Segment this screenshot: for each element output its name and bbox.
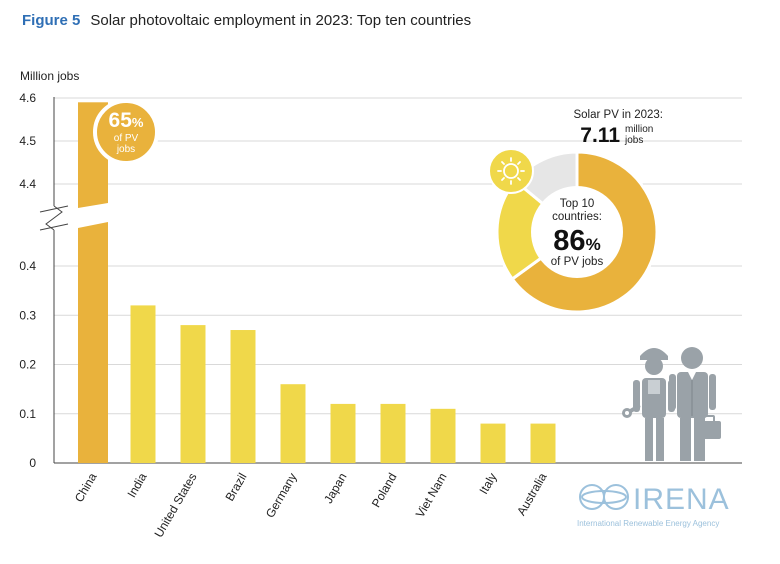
bar-china xyxy=(78,102,108,464)
badge-value: 65 xyxy=(109,109,133,132)
y-tick-label: 0 xyxy=(29,456,36,470)
china-share-badge: 65% of PV jobs xyxy=(93,99,159,165)
y-tick-labels: 0 0.1 0.2 0.3 0.4 4.4 4.5 4.6 xyxy=(19,91,36,470)
bar-united-states xyxy=(180,325,206,463)
y-tick-label: 0.4 xyxy=(19,259,36,273)
badge-unit: % xyxy=(132,115,144,130)
donut-total-unit-1: million xyxy=(625,124,653,135)
x-tick-label-australia: Australia xyxy=(514,470,550,518)
bar-italy xyxy=(480,423,506,463)
y-tick-label: 0.1 xyxy=(19,407,36,421)
irena-logo-mark xyxy=(579,484,629,510)
x-tick-labels: China India United States Brazil Germany Japa… xyxy=(72,470,550,540)
y-tick-label: 4.4 xyxy=(19,177,36,191)
x-tick-label-viet-nam: Viet Nam xyxy=(413,471,450,521)
donut-center-unit: % xyxy=(586,235,601,254)
figure-label: Figure 5 xyxy=(22,12,81,29)
briefcase-icon xyxy=(697,415,721,439)
donut-center-line2: countries: xyxy=(552,211,602,223)
bar-brazil xyxy=(230,330,256,463)
wrench-icon xyxy=(622,404,641,418)
y-axis-label: Million jobs xyxy=(20,69,79,83)
axis-break-mark xyxy=(39,205,69,231)
x-tick-label-japan: Japan xyxy=(321,471,349,506)
y-axis-line xyxy=(45,97,63,463)
axis-break-gap xyxy=(78,203,108,228)
x-tick-label-india: India xyxy=(124,470,149,500)
donut-total-unit-2: jobs xyxy=(624,135,643,146)
x-tick-label-poland: Poland xyxy=(369,471,400,510)
y-tick-label: 4.6 xyxy=(19,91,36,105)
figure-title-text: Solar photovoltaic employment in 2023: T… xyxy=(90,12,472,29)
irena-logo: IRENA International Renewable Energy Age… xyxy=(577,483,730,528)
bar-japan xyxy=(330,403,356,463)
x-tick-label-italy: Italy xyxy=(476,471,499,497)
irena-logo-name: IRENA xyxy=(633,483,730,516)
x-tick-label-brazil: Brazil xyxy=(222,471,249,504)
svg-text:86%: 86% xyxy=(553,225,600,257)
donut-center-line1: Top 10 xyxy=(560,198,595,210)
donut-center-line3: of PV jobs xyxy=(551,256,604,268)
bar-poland xyxy=(380,403,406,463)
x-tick-label-china: China xyxy=(72,470,100,504)
bar-germany xyxy=(280,384,306,463)
y-tick-label: 0.2 xyxy=(19,358,36,372)
workers-icon xyxy=(633,347,716,461)
irena-logo-subtitle: International Renewable Energy Agency xyxy=(577,519,719,528)
figure-title: Figure 5 Solar photovoltaic employment in… xyxy=(22,12,471,29)
donut-hole xyxy=(531,186,623,278)
bar-india xyxy=(130,305,156,463)
sun-icon xyxy=(488,148,534,194)
donut-total-value: 7.11 xyxy=(580,124,620,147)
badge-line2: jobs xyxy=(116,144,135,155)
x-tick-label-united-states: United States xyxy=(151,471,199,540)
x-tick-label-germany: Germany xyxy=(263,471,300,521)
y-tick-label: 0.3 xyxy=(19,308,36,322)
svg-text:65%: 65% xyxy=(109,109,144,132)
y-tick-label: 4.5 xyxy=(19,134,36,148)
bars xyxy=(78,102,556,464)
donut-header: Solar PV in 2023: xyxy=(573,109,663,121)
bar-australia xyxy=(530,423,556,463)
donut-center-value: 86 xyxy=(553,225,585,257)
badge-line1: of PV xyxy=(114,133,139,144)
bar-viet-nam xyxy=(430,408,456,463)
